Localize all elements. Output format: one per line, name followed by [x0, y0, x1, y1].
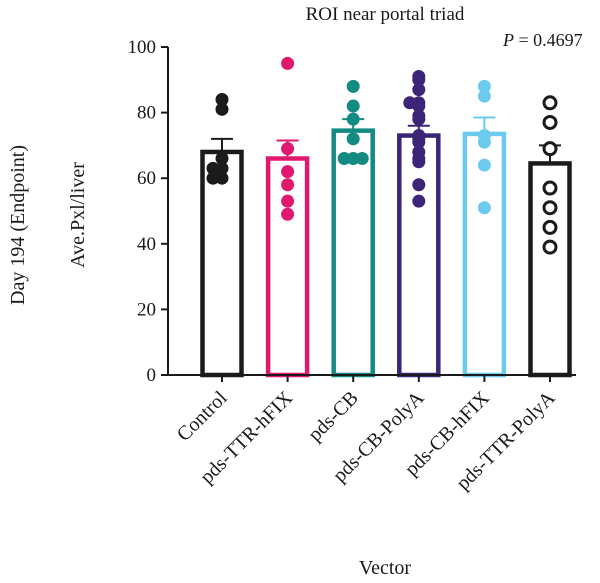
chart-title: ROI near portal triad — [306, 4, 465, 25]
y-tick-label: 0 — [147, 365, 157, 386]
bar — [265, 156, 310, 378]
data-point — [542, 200, 558, 216]
data-point — [412, 112, 426, 126]
data-point — [412, 178, 426, 192]
y-tick-label: 60 — [137, 168, 156, 189]
data-point — [542, 114, 558, 130]
data-point — [215, 161, 229, 175]
data-point — [477, 79, 491, 93]
data-point — [477, 135, 491, 149]
data-point — [542, 180, 558, 196]
data-point — [346, 132, 360, 146]
data-point — [477, 201, 491, 215]
p-value-number: = 0.4697 — [514, 30, 583, 50]
data-point — [542, 141, 558, 157]
y-axis-label: Ave.Pxl/liver — [67, 162, 89, 268]
data-point — [206, 161, 220, 175]
data-point — [215, 152, 229, 166]
data-point — [346, 112, 360, 126]
data-point — [337, 152, 351, 166]
p-value-symbol: P — [502, 30, 514, 50]
data-point — [542, 239, 558, 255]
data-point — [281, 142, 295, 156]
data-point — [215, 92, 229, 106]
p-value-annotation: P = 0.4697 — [502, 30, 583, 50]
x-tick-label: Control — [173, 387, 232, 446]
data-point — [346, 99, 360, 113]
data-point — [281, 207, 295, 221]
data-point — [215, 102, 229, 116]
y-tick-label: 80 — [137, 103, 156, 124]
bar — [528, 161, 572, 378]
data-point — [215, 171, 229, 185]
data-point — [346, 79, 360, 93]
data-point — [412, 73, 426, 87]
bar — [200, 149, 244, 378]
data-point — [281, 178, 295, 192]
y-tick-label: 100 — [128, 37, 157, 58]
data-point — [355, 152, 369, 166]
bar — [397, 133, 441, 378]
data-point — [281, 56, 295, 70]
x-axis-label: Vector — [359, 557, 412, 579]
y-tick-label: 40 — [137, 234, 156, 255]
data-point — [412, 194, 426, 208]
outer-y-axis-label: Day 194 (Endpoint) — [7, 145, 29, 305]
data-point — [346, 152, 360, 166]
data-point — [542, 95, 558, 111]
data-point — [412, 83, 426, 97]
bar — [331, 128, 375, 378]
data-point — [281, 194, 295, 208]
data-point — [281, 165, 295, 179]
x-tick-label: pds-CB — [304, 387, 363, 446]
data-point — [412, 155, 426, 169]
data-point — [477, 89, 491, 103]
data-point — [412, 135, 426, 149]
data-point — [542, 219, 558, 235]
data-point — [412, 99, 426, 113]
y-tick-label: 20 — [137, 299, 156, 320]
data-point — [206, 171, 220, 185]
data-point — [477, 158, 491, 172]
